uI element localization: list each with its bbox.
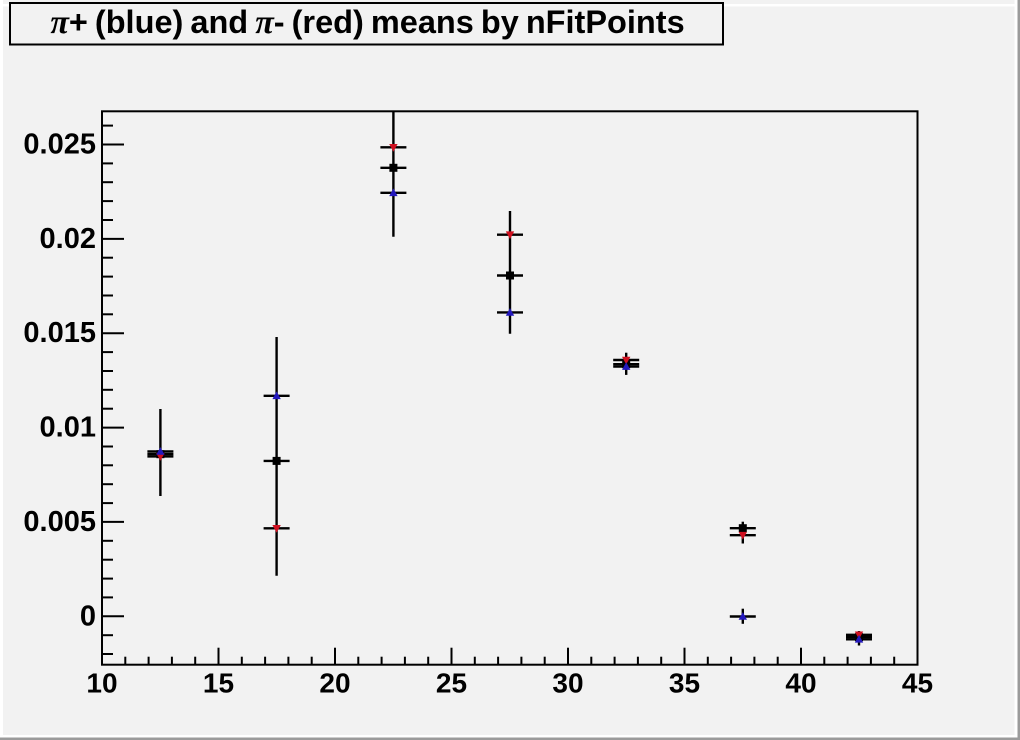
svg-text:30: 30 bbox=[552, 668, 583, 699]
svg-text:π+ (blue) and π- (red) means b: π+ (blue) and π- (red) means by nFitPoin… bbox=[50, 4, 684, 41]
svg-text:0.01: 0.01 bbox=[40, 412, 96, 444]
svg-text:0.005: 0.005 bbox=[23, 506, 96, 538]
svg-text:0.02: 0.02 bbox=[40, 223, 96, 255]
svg-text:0.025: 0.025 bbox=[23, 129, 96, 161]
svg-text:10: 10 bbox=[86, 668, 117, 699]
svg-text:40: 40 bbox=[785, 668, 816, 699]
svg-text:0: 0 bbox=[80, 600, 96, 632]
svg-text:0.015: 0.015 bbox=[23, 317, 96, 349]
svg-text:45: 45 bbox=[902, 668, 933, 699]
svg-text:20: 20 bbox=[319, 668, 350, 699]
svg-text:25: 25 bbox=[436, 668, 467, 699]
svg-text:35: 35 bbox=[669, 668, 700, 699]
svg-text:15: 15 bbox=[203, 668, 234, 699]
